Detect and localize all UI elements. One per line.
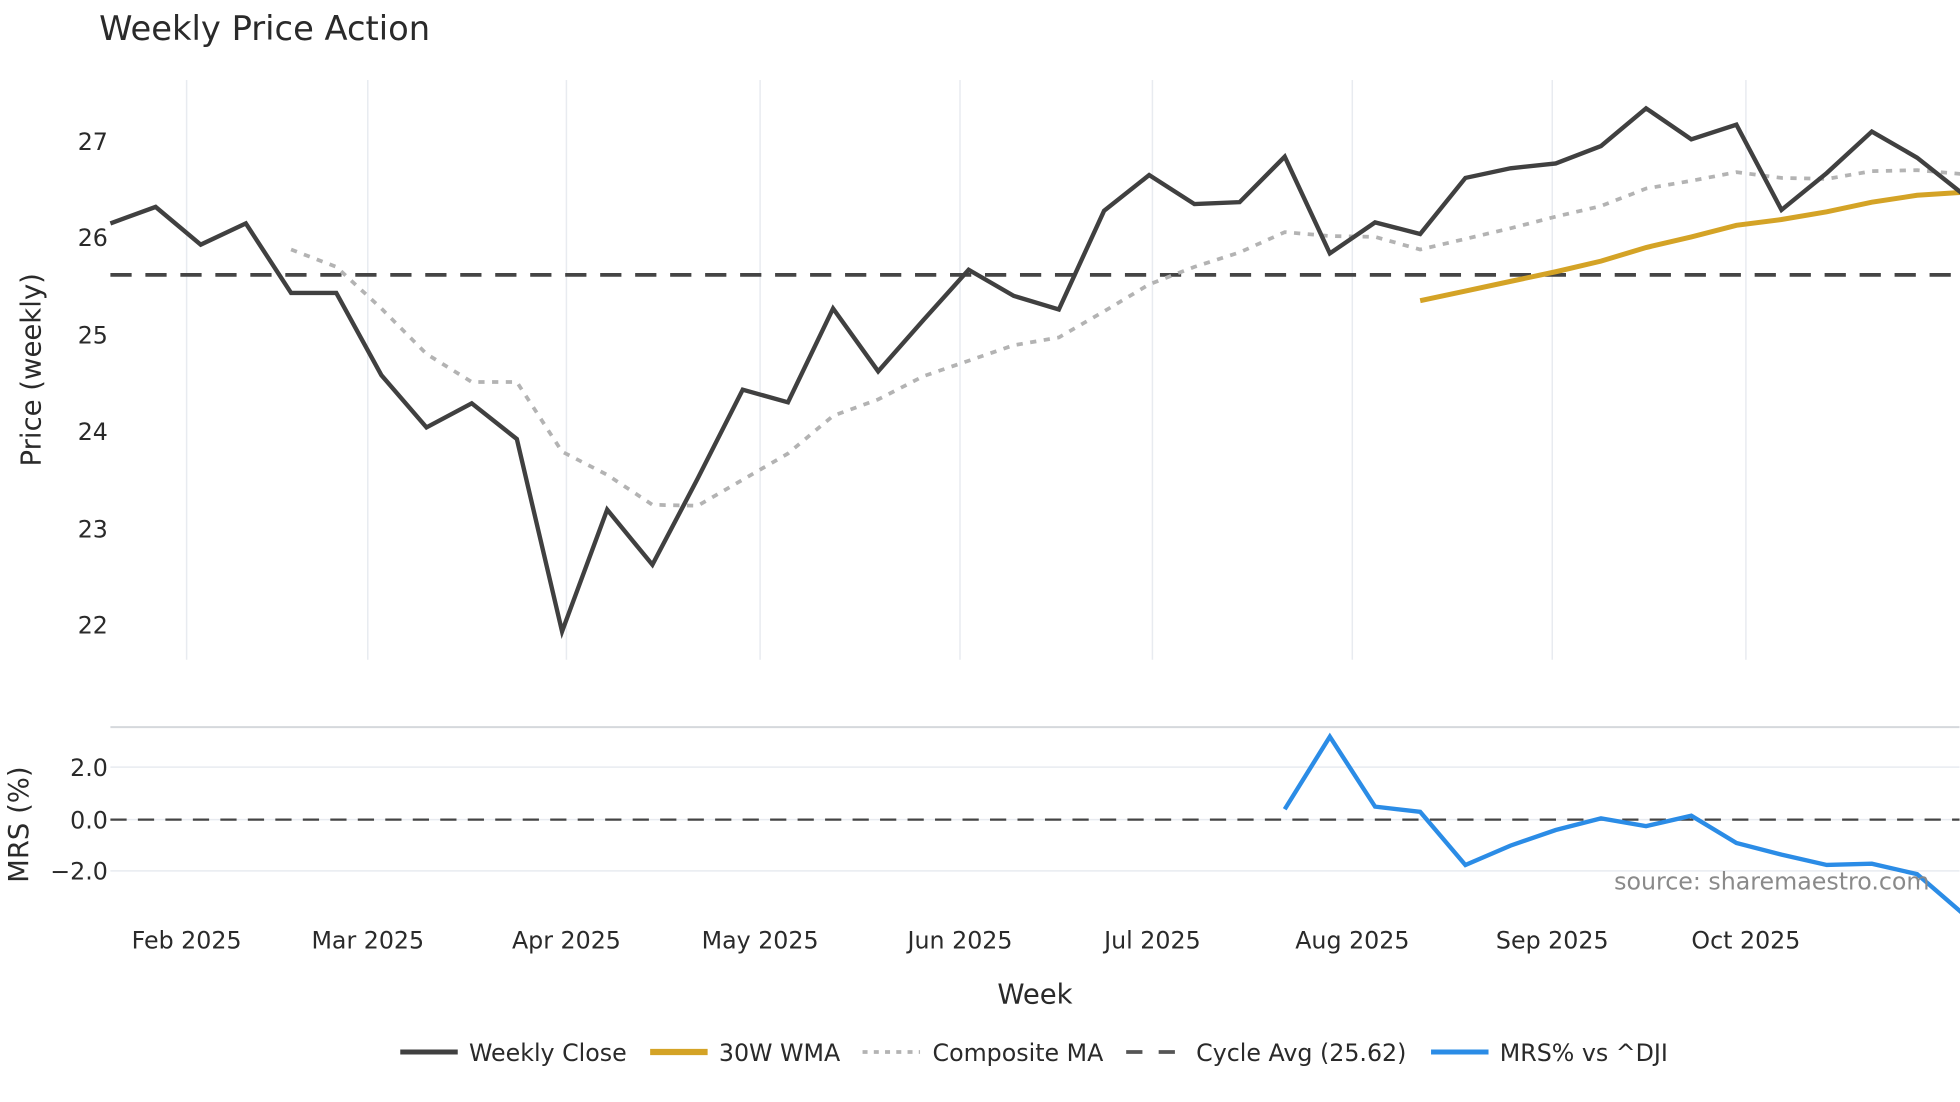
price-tick-label: 26 (78, 224, 108, 252)
x-tick-label: Jul 2025 (1102, 926, 1201, 954)
price-tick-label: 22 (78, 611, 108, 639)
mrs-tick-label: 0.0 (70, 806, 108, 834)
x-tick-label: Apr 2025 (512, 926, 621, 954)
mrs-tick-label: −2.0 (50, 858, 108, 886)
legend: Weekly Close 30W WMA Composite MA Cycle … (400, 1039, 1668, 1067)
x-tick-label: Oct 2025 (1691, 926, 1800, 954)
mrs-y-axis-label: MRS (%) (3, 766, 35, 883)
price-tick-label: 25 (78, 322, 108, 350)
source-watermark: source: sharemaestro.com (1614, 868, 1929, 896)
x-tick-label: Sep 2025 (1496, 926, 1609, 954)
weekly-close-line (109, 105, 1960, 640)
chart-title: Weekly Price Action (99, 9, 430, 48)
x-tick-label: Feb 2025 (132, 926, 242, 954)
wma-30w-line (1419, 190, 1960, 304)
mrs-tick-label: 2.0 (70, 754, 108, 782)
x-tick-label: Mar 2025 (311, 926, 424, 954)
legend-label-wma: 30W WMA (719, 1039, 841, 1067)
x-tick-label: Aug 2025 (1295, 926, 1409, 954)
x-axis-label: Week (997, 978, 1072, 1010)
price-y-axis-label: Price (weekly) (15, 273, 47, 466)
legend-label-mrs: MRS% vs ^DJI (1500, 1039, 1668, 1067)
legend-label-composite: Composite MA (933, 1039, 1105, 1067)
price-tick-label: 23 (78, 515, 108, 543)
x-tick-label: May 2025 (702, 926, 819, 954)
legend-label-cycle-avg: Cycle Avg (25.62) (1196, 1039, 1406, 1067)
price-tick-label: 24 (78, 418, 108, 446)
x-axis-month-ticks: Feb 2025 Mar 2025 Apr 2025 May 2025 Jun 2025… (132, 926, 1801, 954)
price-y-ticks: 27 26 25 24 23 22 (78, 128, 108, 640)
composite-ma-line (290, 168, 1960, 508)
price-tick-label: 27 (78, 128, 108, 156)
legend-label-weekly-close: Weekly Close (469, 1039, 627, 1067)
mrs-y-ticks: 2.0 0.0 −2.0 (50, 754, 108, 886)
x-tick-label: Jun 2025 (906, 926, 1013, 954)
mrs-line (1282, 732, 1960, 914)
